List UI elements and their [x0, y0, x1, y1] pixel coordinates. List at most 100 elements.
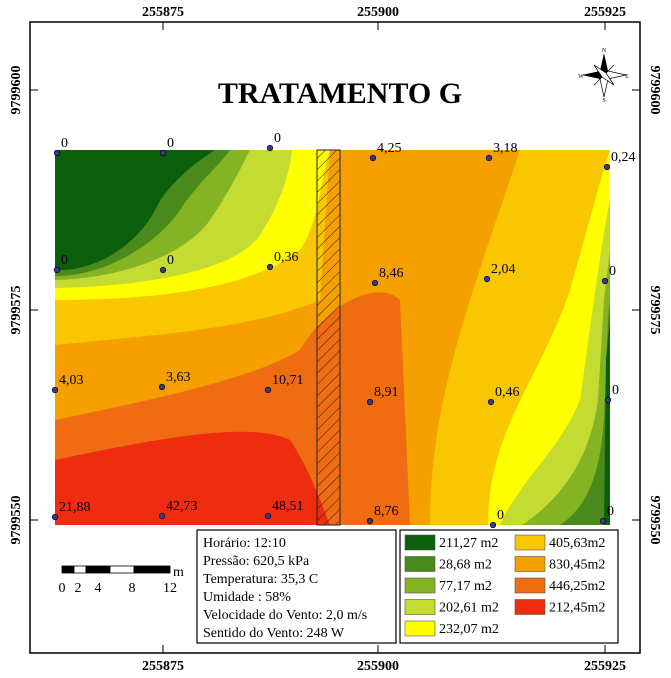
legend-swatch [404, 620, 436, 637]
compass-letter: E [625, 74, 629, 80]
sample-point [158, 383, 166, 391]
compass-letter: N [602, 48, 607, 54]
sample-point [604, 396, 612, 404]
legend-label: 830,45m2 [549, 558, 605, 573]
y-tick-label-right: 9799575 [647, 286, 662, 335]
scale-segment [133, 565, 171, 574]
sample-label: 0,36 [274, 250, 299, 265]
legend-box [399, 529, 619, 644]
info-line: Velocidade do Vento: 2,0 m/s [203, 608, 367, 623]
sample-point [369, 154, 377, 162]
sample-point [266, 263, 274, 271]
scale-segment [73, 565, 87, 574]
legend-swatch [514, 556, 546, 572]
info-line: Pressão: 620,5 kPa [203, 554, 310, 569]
sample-label: 4,03 [59, 373, 84, 388]
contours [55, 149, 610, 526]
sample-label: 0 [609, 264, 616, 279]
sample-label: 0 [274, 131, 281, 146]
sample-label: 0 [607, 504, 614, 519]
sample-point [264, 386, 272, 394]
sample-point [158, 512, 166, 520]
sample-label: 0 [61, 136, 68, 151]
sample-label: 0,24 [611, 150, 636, 165]
scale-label: 4 [95, 581, 102, 596]
info-line: Temperatura: 35,3 C [203, 572, 318, 587]
y-tick-label-left: 9799600 [9, 66, 24, 115]
frame [29, 21, 641, 654]
sample-point [599, 517, 607, 525]
sample-label: 4,25 [377, 141, 402, 156]
sample-point [53, 149, 61, 157]
sample-point [366, 398, 374, 406]
sample-point [603, 163, 611, 171]
y-tick-label-left: 9799575 [9, 286, 24, 335]
sample-point [485, 154, 493, 162]
x-tick-label-top: 255925 [584, 5, 626, 20]
sample-point [483, 275, 491, 283]
x-tick-label-top: 255875 [142, 5, 184, 20]
sample-label: 3,18 [493, 141, 518, 156]
info-line: Umidade : 58% [203, 590, 291, 605]
map-title: TRATAMENTO G [218, 77, 462, 110]
sample-label: 2,04 [491, 262, 516, 277]
x-tick-label-bottom: 255925 [584, 659, 626, 674]
legend-swatch [404, 599, 436, 615]
legend-swatch [514, 577, 546, 594]
sample-point [487, 398, 495, 406]
north-arrow [582, 53, 627, 98]
sample-point [51, 386, 59, 394]
sample-point [53, 266, 61, 274]
scale-segment [85, 565, 111, 574]
sample-label: 0 [61, 253, 68, 268]
info-box [196, 529, 397, 644]
sample-point [366, 517, 374, 525]
legend-swatch [514, 534, 546, 551]
scale-segment [61, 565, 75, 574]
sample-label: 0 [497, 508, 504, 523]
scale-label: 0 [59, 581, 66, 596]
x-tick-label-bottom: 255900 [357, 659, 399, 674]
sample-point [371, 279, 379, 287]
sample-label: 0 [167, 136, 174, 151]
legend-swatch [404, 556, 436, 572]
legend-label: 77,17 m2 [439, 579, 492, 594]
sample-label: 0 [612, 383, 619, 398]
sample-label: 48,51 [272, 499, 304, 514]
compass-letter: W [578, 74, 584, 80]
sample-label: 8,46 [379, 266, 404, 281]
sample-point [489, 521, 497, 529]
sample-label: 3,63 [166, 370, 191, 385]
scale-label: 8 [129, 581, 136, 596]
sample-label: 0,46 [495, 385, 520, 400]
x-tick-label-top: 255900 [357, 5, 399, 20]
info-line: Sentido do Vento: 248 W [203, 626, 345, 641]
legend-label: 211,27 m2 [439, 536, 498, 551]
legend-label: 232,07 m2 [439, 622, 499, 637]
scale-label: 2 [75, 581, 82, 596]
legend-label: 405,63m2 [549, 536, 605, 551]
y-tick-label-right: 9799600 [647, 66, 662, 115]
legend-label: 212,45m2 [549, 601, 605, 616]
y-tick-label-left: 9799550 [9, 496, 24, 545]
sample-point [51, 513, 59, 521]
info-line: Horário: 12:10 [203, 536, 286, 551]
legend-label: 446,25m2 [549, 579, 605, 594]
x-tick-label-bottom: 255875 [142, 659, 184, 674]
sample-point [159, 266, 167, 274]
scale-label: 12 [163, 581, 177, 596]
sample-label: 0 [167, 253, 174, 268]
y-tick-label-right: 9799550 [647, 496, 662, 545]
legend-label: 28,68 m2 [439, 558, 492, 573]
sample-label: 42,73 [166, 499, 198, 514]
scale-unit: m [173, 565, 184, 580]
legend-swatch [514, 599, 546, 615]
sample-point [266, 144, 274, 152]
sample-point [264, 512, 272, 520]
sample-label: 21,88 [59, 500, 91, 515]
sample-label: 8,91 [374, 385, 399, 400]
sample-label: 8,76 [374, 504, 399, 519]
sample-label: 10,71 [272, 373, 304, 388]
sample-point [159, 149, 167, 157]
